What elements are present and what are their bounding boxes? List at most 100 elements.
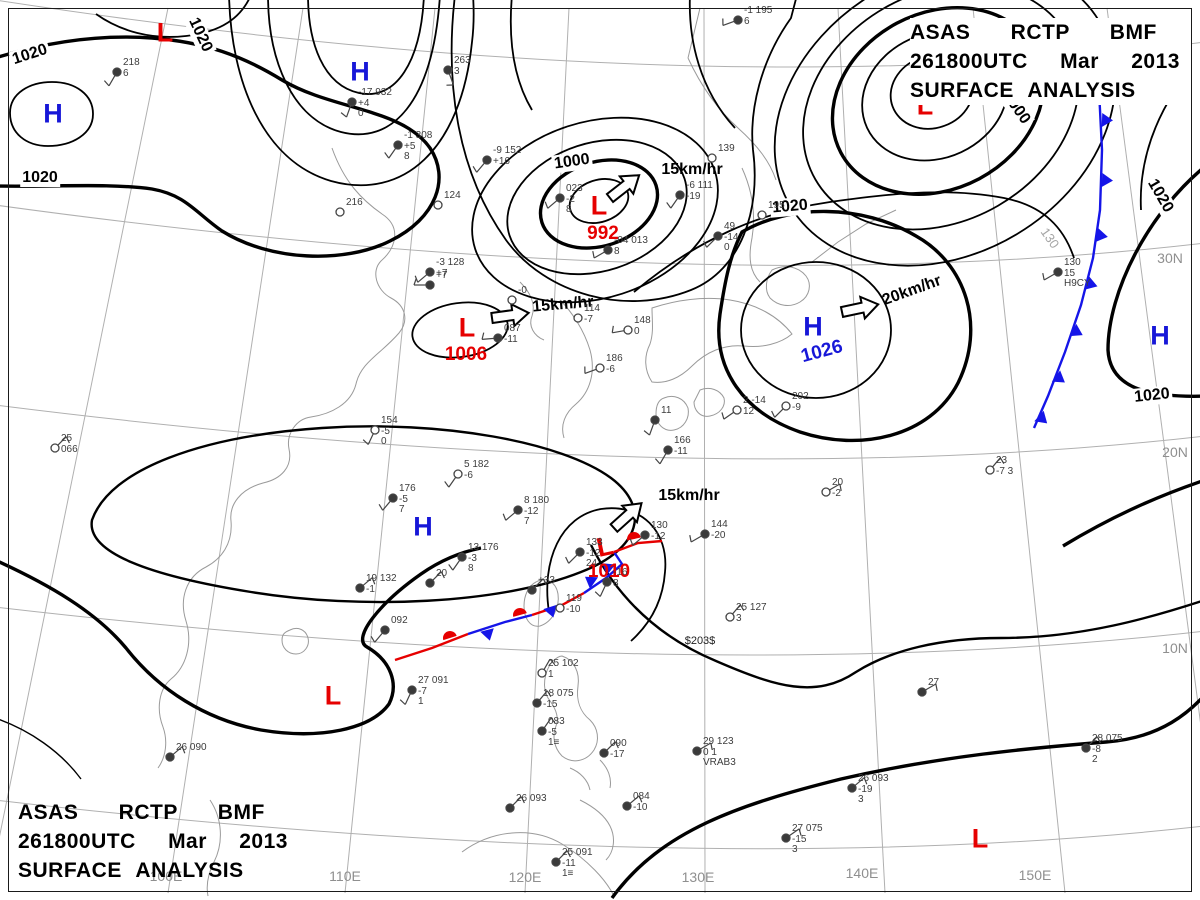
station-data: 092 [391, 615, 408, 626]
wind-barb-tick-icon [614, 741, 619, 749]
station-plot [781, 828, 802, 843]
station-plot [917, 683, 938, 697]
station-data: 202 -9 [792, 391, 809, 413]
wind-barb-icon [432, 571, 442, 581]
wind-barb-tick-icon [689, 535, 692, 543]
wind-barb-icon [1043, 273, 1055, 281]
pressure-center-l: L [971, 823, 989, 854]
station-circle-icon [599, 748, 609, 758]
wind-barb-icon [700, 742, 712, 750]
station-circle-icon [433, 200, 443, 210]
wind-barb-icon [388, 147, 397, 159]
wind-barb-tick-icon [444, 481, 450, 488]
motion-arrow-icon [609, 502, 643, 534]
wind-barb-icon [723, 411, 735, 420]
station-data: 25 091 -11 1≡ [562, 847, 593, 879]
wind-barb-tick-icon [502, 513, 507, 521]
station-data: 195 [768, 200, 785, 211]
station-plot [413, 278, 435, 290]
wind-barb-tick-icon [592, 251, 595, 259]
station-circle-icon [733, 15, 743, 25]
wind-barb-icon [539, 690, 548, 701]
pressure-center-l: L [590, 190, 608, 221]
weather-fronts [394, 89, 1113, 662]
pressure-center-h: H [803, 311, 823, 342]
wind-barb-icon [774, 408, 784, 418]
cold-front-triangle [1095, 228, 1108, 242]
station-data: 8 180 -12 7 [524, 495, 550, 527]
wind-barb-icon [108, 75, 116, 87]
station-plot [399, 685, 417, 705]
longitude-label: 130E [681, 869, 715, 885]
station-data: 154 -5 0 [381, 415, 398, 447]
station-plot [721, 405, 742, 420]
wind-barb-tick-icon [643, 430, 650, 436]
station-plot [666, 190, 685, 209]
wind-barb-icon [854, 777, 865, 786]
station-circle-icon [847, 783, 857, 793]
station-circle-icon [555, 193, 565, 203]
station-plot [370, 625, 390, 643]
station-plot [599, 741, 619, 758]
station-circle-icon [985, 465, 995, 475]
station-circle-icon [407, 685, 417, 695]
station-plot [481, 332, 503, 343]
station-circle-icon [602, 577, 612, 587]
station-data: 26 093 -19 3 [858, 773, 889, 805]
station-data: 26 090 [176, 742, 207, 753]
station-circle-icon [507, 295, 517, 305]
station-plot [611, 325, 633, 335]
cold-front-triangle [584, 576, 599, 589]
station-circle-icon [370, 425, 380, 435]
station-data: 18 075 -15 [543, 688, 574, 710]
wind-barb-tick-icon [611, 325, 614, 333]
station-circle-icon [335, 207, 345, 217]
cold-front-triangle [1069, 323, 1083, 337]
station-data: 29 123 0 1 VRAB3 [703, 736, 736, 768]
wind-barb-icon [57, 436, 67, 446]
station-data: 26 093 [516, 793, 547, 804]
station-data: +7 [436, 270, 448, 281]
wind-barb-icon [476, 162, 485, 173]
station-plot [378, 493, 398, 511]
wind-barb-icon [584, 368, 597, 375]
station-data: 114 -7 [584, 303, 600, 325]
wind-barb-icon [632, 537, 643, 546]
cold-front-triangle [1101, 173, 1113, 187]
wind-barb-icon [599, 585, 606, 597]
front-cold [1032, 89, 1113, 429]
station-plot [725, 604, 745, 622]
station-plot [707, 153, 717, 163]
valid-time: 261800UTC Mar 2013 [910, 50, 1180, 73]
station-circle-icon [700, 529, 710, 539]
station-plot [505, 796, 525, 813]
station-plot [425, 571, 445, 588]
station-data: 2 -14 12 [743, 395, 766, 417]
station-data: -1 195 6 [744, 5, 773, 27]
wind-barb-icon [558, 850, 568, 860]
station-data: 023 -2 8 [566, 183, 583, 215]
station-data: 20 [436, 568, 448, 579]
wind-barb-tick-icon [594, 591, 601, 597]
station-plot [537, 658, 556, 678]
product-id: ASAS RCTP BMF [18, 801, 265, 824]
coastlines [157, 7, 897, 897]
wind-barb-tick-icon [520, 796, 525, 804]
wind-barb-icon [367, 433, 374, 445]
latitude-label: 20N [1162, 444, 1188, 460]
chart-type: SURFACE ANALYSIS [18, 859, 244, 882]
station-circle-icon [781, 401, 791, 411]
longitude-label: 150E [1018, 867, 1052, 883]
wind-barb-tick-icon [544, 201, 549, 209]
wind-barb-icon [417, 274, 428, 283]
cold-front-triangle [1051, 370, 1065, 383]
wind-barb-tick-icon [472, 165, 478, 173]
pressure-center-h: H [1150, 320, 1170, 351]
wind-barb-tick-icon [550, 717, 556, 724]
station-data: 166 -11 [674, 435, 691, 457]
wind-barb-icon [382, 500, 391, 511]
cold-front-triangle [480, 628, 494, 641]
station-plot [594, 577, 612, 597]
wind-barb-tick-icon [703, 240, 708, 248]
